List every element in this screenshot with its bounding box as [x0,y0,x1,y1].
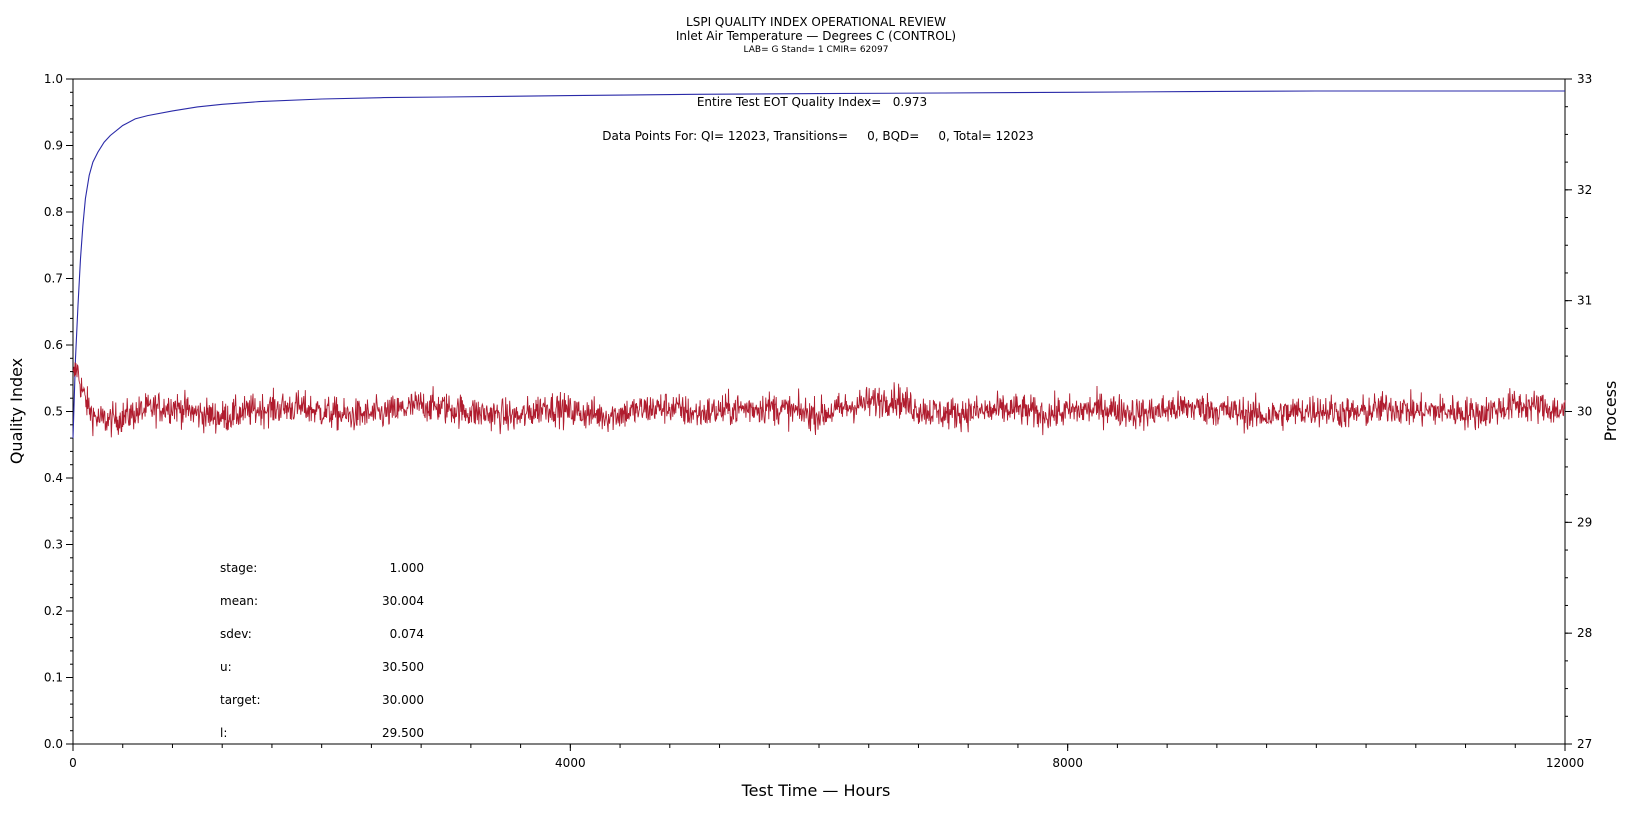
y-right-axis-label: Process [1601,381,1620,442]
y-right-tick-label: 27 [1577,737,1592,751]
y-right-tick-label: 29 [1577,515,1592,529]
quality-index-series-line [72,90,1565,439]
x-tick-label: 0 [69,756,77,770]
y-left-tick-label: 0.8 [44,205,63,219]
chart-title: LSPI QUALITY INDEX OPERATIONAL REVIEW [686,15,946,29]
stat-value: 1.000 [390,561,424,575]
stat-value: 0.074 [390,627,424,641]
series-layer [72,90,1566,439]
x-axis: 0 4000 8000 12000 [69,744,1584,770]
y-left-axis-label: Quality Index [7,358,26,464]
chart-subtitle: Inlet Air Temperature — Degrees C (CONTR… [676,29,956,43]
stat-value: 29.500 [382,726,424,740]
stats-block: stage: 1.000 mean: 30.004 sdev: 0.074 u:… [220,561,424,740]
x-tick-label: 8000 [1052,756,1083,770]
y-right-axis: 27 28 29 30 31 32 33 [1565,72,1592,751]
stat-value: 30.004 [382,594,424,608]
stat-label: stage: [220,561,257,575]
stat-label: mean: [220,594,258,608]
eot-annotation: Entire Test EOT Quality Index= 0.973 [697,95,927,109]
x-tick-label: 12000 [1546,756,1584,770]
x-tick-label: 4000 [555,756,586,770]
stat-label: target: [220,693,261,707]
y-left-axis: 0.0 0.1 0.2 0.3 0.4 0.5 0.6 0.7 0.8 0.9 1.0 [44,72,73,751]
y-left-tick-label: 0.3 [44,538,63,552]
process-series-line [72,362,1566,438]
y-left-tick-label: 1.0 [44,72,63,86]
y-right-tick-label: 30 [1577,405,1592,419]
data-points-annotation: Data Points For: QI= 12023, Transitions=… [602,129,1033,143]
stat-label: l: [220,726,227,740]
y-left-tick-label: 0.9 [44,139,63,153]
y-left-tick-label: 0.7 [44,272,63,286]
x-axis-label: Test Time — Hours [741,781,891,800]
y-left-tick-label: 0.6 [44,338,63,352]
chart-subtitle-2: LAB= G Stand= 1 CMIR= 62097 [744,45,889,55]
stat-value: 30.500 [382,660,424,674]
y-left-tick-label: 0.0 [44,737,63,751]
stat-label: sdev: [220,627,252,641]
y-left-tick-label: 0.5 [44,405,63,419]
stat-label: u: [220,660,232,674]
y-left-tick-label: 0.4 [44,471,63,485]
y-right-tick-label: 33 [1577,72,1592,86]
y-left-tick-label: 0.1 [44,671,63,685]
stat-value: 30.000 [382,693,424,707]
y-left-tick-label: 0.2 [44,604,63,618]
y-right-tick-label: 32 [1577,183,1592,197]
y-right-tick-label: 31 [1577,294,1592,308]
y-right-tick-label: 28 [1577,626,1592,640]
